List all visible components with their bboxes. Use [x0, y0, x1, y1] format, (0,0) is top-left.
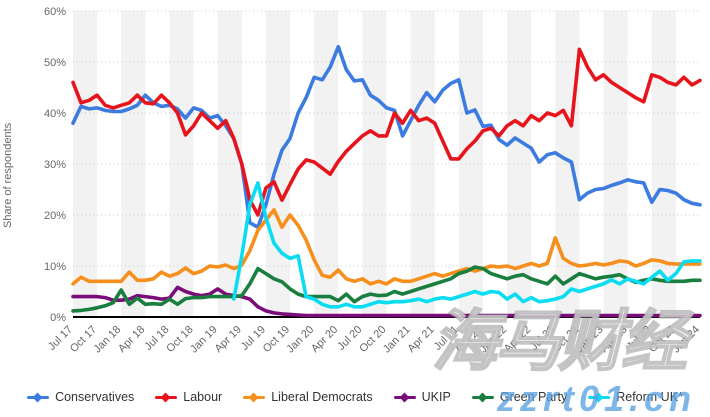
x-tick-label: Jan 18: [92, 324, 124, 356]
x-tick-label: Jan 20: [284, 324, 316, 356]
series-line-ukip: [71, 285, 702, 318]
legend-item-green-party[interactable]: Green Party: [471, 390, 568, 404]
x-tick-label: Apr 18: [116, 324, 147, 355]
x-tick-label: Jan 23: [574, 324, 606, 356]
legend-marker-icon: [471, 391, 494, 403]
y-axis-title: Share of respondents: [2, 122, 14, 228]
x-tick-label: Apr 23: [598, 324, 629, 355]
series-line-reform-uk: [232, 181, 702, 309]
y-tick-label: 40%: [44, 108, 66, 120]
legend-item-liberal-democrats[interactable]: Liberal Democrats: [243, 390, 373, 404]
x-tick-label: Jan 21: [381, 324, 413, 356]
x-tick-label: Apr 21: [405, 324, 436, 355]
quarter-band: [603, 11, 628, 317]
legend-item-conservatives[interactable]: Conservatives: [27, 390, 134, 404]
legend-marker-icon: [27, 391, 50, 403]
legend-item-ukip[interactable]: UKIP: [393, 390, 451, 404]
x-tick-label: Apr 19: [213, 324, 244, 355]
legend-label: Conservatives: [55, 390, 135, 404]
x-tick-label: Apr 20: [309, 324, 340, 355]
chart-legend: Conservatives Labour Liberal Democrats UKIP…: [0, 384, 710, 410]
series-line-liberal-democrats: [71, 208, 702, 286]
y-tick-label: 0%: [50, 312, 66, 324]
y-tick-label: 10%: [44, 261, 66, 273]
legend-item-labour[interactable]: Labour: [155, 390, 222, 404]
quarter-band: [555, 11, 580, 317]
series-line-conservatives: [71, 44, 702, 229]
x-tick-label: Jan 22: [477, 324, 509, 356]
y-tick-label: 50%: [44, 57, 66, 69]
quarter-band: [410, 11, 435, 317]
legend-marker-icon: [243, 391, 266, 403]
legend-marker-icon: [393, 391, 416, 403]
quarter-band: [362, 11, 387, 317]
legend-label: Reform UK*: [616, 390, 683, 404]
x-tick-label: Jan 24: [670, 324, 702, 356]
legend-label: Liberal Democrats: [271, 390, 373, 404]
series-line-green-party: [71, 265, 702, 313]
x-tick-label: Jan 19: [188, 324, 220, 356]
legend-label: Green Party: [499, 390, 568, 404]
y-tick-label: 20%: [44, 210, 66, 222]
legend-marker-icon: [588, 391, 611, 403]
y-tick-label: 30%: [44, 159, 66, 171]
legend-label: UKIP: [421, 390, 451, 404]
x-tick-label: Apr 22: [502, 324, 533, 355]
legend-item-reform-uk[interactable]: Reform UK*: [588, 390, 683, 404]
legend-label: Labour: [183, 390, 223, 404]
series-line-labour: [71, 47, 702, 217]
quarter-band: [507, 11, 532, 317]
y-tick-label: 60%: [44, 6, 66, 18]
legend-marker-icon: [155, 391, 178, 403]
quarter-band: [651, 11, 676, 317]
